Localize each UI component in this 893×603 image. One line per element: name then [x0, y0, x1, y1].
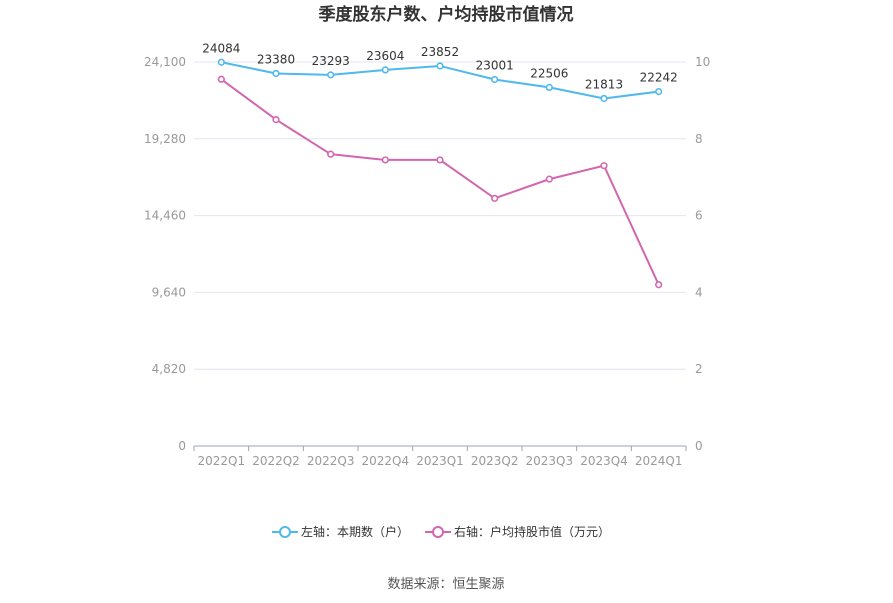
- x-axis-tick-label: 2023Q3: [526, 454, 574, 468]
- data-point: [272, 115, 280, 124]
- series-2: [217, 75, 663, 289]
- x-axis-tick-label: 2023Q4: [580, 454, 628, 468]
- x-axis-tick-label: 2024Q1: [635, 454, 683, 468]
- data-point: [217, 75, 225, 83]
- legend-label: 右轴：户均持股市值（万元）: [454, 524, 610, 539]
- x-axis-tick-label: 2022Q1: [198, 454, 246, 468]
- data-point: [327, 71, 335, 79]
- data-point: [600, 94, 608, 103]
- legend: 左轴：本期数（户） 右轴：户均持股市值（万元）: [272, 524, 610, 539]
- legend-item: 右轴：户均持股市值（万元）: [425, 524, 610, 539]
- data-point: [272, 69, 280, 78]
- data-label: 23604: [366, 49, 404, 63]
- right-axis-tick-label: 4: [695, 285, 703, 299]
- left-axis-tick-label: 14,460: [144, 209, 186, 223]
- right-axis-tick-label: 6: [695, 209, 703, 223]
- x-axis-tick-label: 2023Q2: [471, 454, 519, 468]
- left-axis-tick-label: 9,640: [152, 285, 186, 299]
- legend-item: 左轴：本期数（户）: [272, 524, 409, 539]
- x-axis-tick-label: 2022Q2: [252, 454, 300, 468]
- data-point: [381, 66, 389, 74]
- x-axis-ticks: 2022Q1 2022Q2 2022Q3 2022Q4 2023Q1 2023Q2 2023…: [198, 454, 683, 468]
- data-point: [545, 83, 553, 91]
- data-point: [491, 194, 499, 202]
- x-axis-tick-label: 2023Q1: [416, 454, 464, 468]
- data-point: [436, 156, 444, 164]
- grid: [194, 61, 686, 370]
- data-point: [600, 162, 608, 170]
- data-point: [327, 150, 335, 158]
- legend-label: 左轴：本期数（户）: [301, 524, 409, 539]
- data-point: [436, 62, 444, 70]
- left-axis-tick-label: 19,280: [144, 132, 186, 146]
- right-axis-tick-label: 8: [695, 132, 703, 146]
- axes: [193, 445, 687, 451]
- chart-title: 季度股东户数、户均持股市值情况: [319, 4, 574, 25]
- data-point: [655, 88, 663, 96]
- data-label: 22242: [640, 71, 678, 85]
- right-axis-tick-label: 2: [695, 362, 703, 376]
- series-1: 24084 23380 23293 23604 23852 23001 22506 21813…: [202, 41, 678, 103]
- x-axis-tick-label: 2022Q4: [362, 454, 410, 468]
- legend-marker: [432, 526, 444, 538]
- data-point: [217, 58, 225, 66]
- right-axis-tick-label: 10: [695, 55, 710, 69]
- x-axis-tick-label: 2022Q3: [307, 454, 355, 468]
- data-label: 24084: [202, 41, 240, 55]
- data-point: [381, 156, 389, 164]
- data-label: 23293: [312, 54, 350, 68]
- data-label: 22506: [530, 66, 568, 80]
- left-axis-tick-label: 4,820: [152, 362, 186, 376]
- data-point: [491, 75, 499, 84]
- legend-marker: [279, 526, 291, 538]
- data-point: [545, 175, 553, 183]
- data-label: 23380: [257, 52, 295, 66]
- source-note: 数据来源：恒生聚源: [387, 577, 504, 592]
- right-axis-tick-label: 0: [695, 439, 703, 453]
- left-axis-tick-label: 24,100: [144, 55, 186, 69]
- series-layer: 24084 23380 23293 23604 23852 23001 22506 21813…: [202, 41, 678, 289]
- data-point: [655, 281, 663, 289]
- data-label: 23001: [476, 59, 514, 73]
- right-axis-ticks: 0 2 4 6 8 10: [695, 55, 710, 453]
- left-axis-tick-label: 0: [178, 439, 186, 453]
- series-line: [220, 78, 660, 286]
- data-label: 21813: [585, 77, 623, 91]
- left-axis-ticks: 0 4,820 9,640 14,460 19,280 24,100: [144, 55, 186, 453]
- data-label: 23852: [421, 45, 459, 59]
